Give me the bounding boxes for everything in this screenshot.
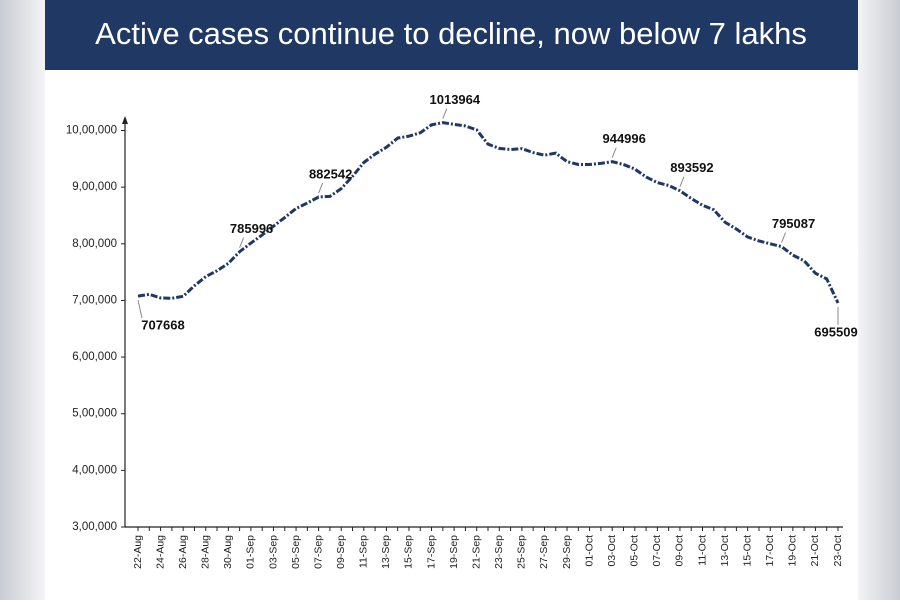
- y-tick-label: 8,00,000: [72, 238, 117, 250]
- x-tick-label: 15-Oct: [741, 535, 753, 567]
- x-tick-label: 26-Aug: [177, 535, 189, 569]
- data-label: 893592: [670, 160, 713, 175]
- label-leader: [781, 232, 787, 243]
- background-right: [858, 0, 900, 600]
- x-tick-label: 23-Sep: [493, 535, 505, 569]
- label-leader: [679, 176, 685, 187]
- x-tick-label: 28-Aug: [200, 535, 212, 569]
- x-tick-label: 13-Sep: [380, 535, 392, 569]
- x-tick-label: 01-Oct: [583, 535, 595, 567]
- x-tick-label: 29-Sep: [561, 535, 573, 569]
- y-tick-label: 9,00,000: [72, 181, 117, 193]
- x-tick-label: 07-Sep: [312, 535, 324, 569]
- chart-title: Active cases continue to decline, now be…: [95, 16, 807, 51]
- title-banner: [45, 0, 858, 70]
- x-tick-label: 11-Oct: [696, 535, 708, 566]
- data-label: 944996: [602, 131, 645, 146]
- x-tick-label: 09-Oct: [674, 535, 686, 567]
- x-tick-label: 22-Aug: [132, 535, 144, 569]
- y-tick-label: 6,00,000: [72, 351, 117, 363]
- x-tick-label: 21-Sep: [470, 535, 482, 569]
- data-label: 795087: [772, 216, 815, 231]
- x-tick-label: 07-Oct: [651, 535, 663, 567]
- label-leader: [318, 182, 324, 194]
- x-tick-label: 05-Sep: [290, 535, 302, 569]
- x-tick-label: 23-Oct: [832, 535, 844, 567]
- x-tick-label: 13-Oct: [719, 535, 731, 567]
- data-label: 785996: [230, 221, 273, 236]
- line-series: [137, 121, 840, 304]
- x-tick-label: 19-Oct: [787, 535, 799, 567]
- y-tick-label: 5,00,000: [72, 408, 117, 420]
- y-axis-arrow: [122, 116, 128, 124]
- label-leader: [611, 147, 617, 158]
- data-label: 1013964: [430, 92, 481, 107]
- x-tick-label: 05-Oct: [629, 535, 641, 567]
- x-tick-label: 21-Oct: [809, 535, 821, 567]
- x-tick-label: 11-Sep: [358, 535, 370, 568]
- x-tick-label: 17-Oct: [764, 535, 776, 567]
- background-left: [0, 0, 45, 600]
- data-label: 882542: [309, 166, 352, 181]
- y-tick-label: 10,00,000: [66, 125, 117, 137]
- x-tick-label: 01-Sep: [245, 535, 257, 569]
- label-leader: [239, 237, 245, 248]
- y-tick-label: 7,00,000: [72, 294, 117, 306]
- label-leader: [442, 108, 448, 119]
- x-tick-label: 25-Sep: [516, 535, 528, 569]
- x-tick-label: 03-Sep: [267, 535, 279, 569]
- label-leader: [137, 299, 143, 319]
- y-tick-label: 3,00,000: [72, 521, 117, 533]
- data-label: 707668: [141, 318, 184, 333]
- x-tick-label: 03-Oct: [606, 535, 618, 567]
- x-tick-label: 27-Sep: [538, 535, 550, 569]
- x-tick-label: 24-Aug: [154, 535, 166, 569]
- x-tick-label: 19-Sep: [448, 535, 460, 569]
- x-tick-label: 09-Sep: [335, 535, 347, 569]
- x-tick-label: 17-Sep: [425, 535, 437, 569]
- y-tick-label: 4,00,000: [72, 464, 117, 476]
- x-tick-label: 30-Aug: [222, 535, 234, 569]
- data-label: 695509: [814, 324, 857, 339]
- x-tick-label: 15-Sep: [403, 535, 415, 569]
